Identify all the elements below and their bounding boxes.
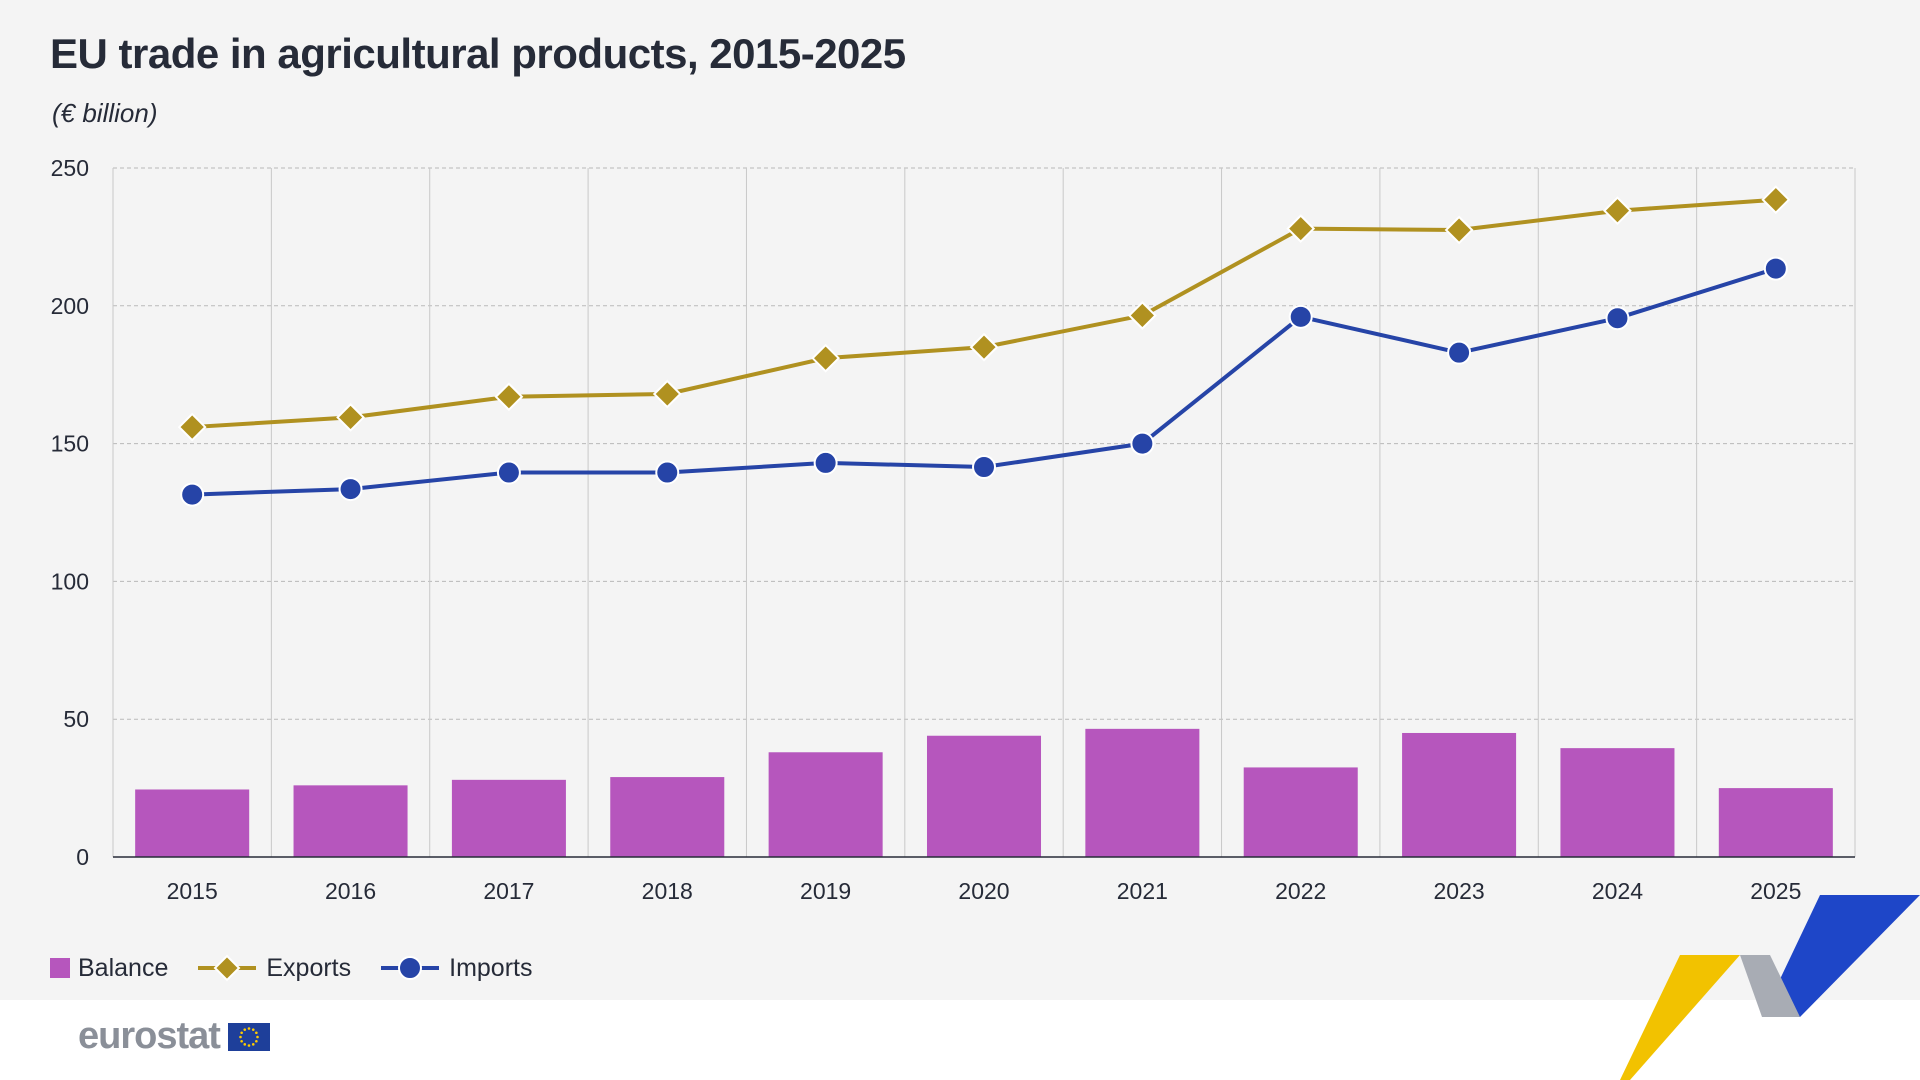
x-tick-label: 2018 bbox=[642, 878, 693, 904]
x-tick-label: 2025 bbox=[1750, 878, 1801, 904]
exports-point bbox=[1127, 301, 1157, 330]
x-tick-label: 2016 bbox=[325, 878, 376, 904]
chart-subtitle: (€ billion) bbox=[52, 98, 158, 128]
y-tick-label: 200 bbox=[51, 293, 89, 319]
imports-point bbox=[1763, 256, 1788, 281]
x-tick-label: 2020 bbox=[958, 878, 1009, 904]
y-tick-label: 0 bbox=[76, 844, 89, 870]
exports-point bbox=[1444, 215, 1474, 245]
x-tick-label: 2024 bbox=[1592, 878, 1643, 904]
balance-bar bbox=[1560, 748, 1675, 857]
legend-label-exports: Exports bbox=[266, 953, 352, 982]
x-tick-label: 2019 bbox=[800, 878, 851, 904]
flag-star bbox=[247, 1043, 251, 1047]
exports-point bbox=[494, 382, 524, 412]
eu-flag-icon bbox=[227, 1022, 270, 1051]
y-tick-label: 50 bbox=[63, 706, 89, 732]
flag-star bbox=[240, 1030, 243, 1034]
balance-bar bbox=[926, 735, 1042, 857]
decorative-ribbon bbox=[1620, 895, 1920, 1080]
imports-point bbox=[338, 477, 363, 502]
exports-point bbox=[811, 343, 841, 373]
balance-bar bbox=[1718, 788, 1833, 857]
balance-bar bbox=[293, 785, 408, 857]
imports-point bbox=[972, 455, 996, 480]
y-tick-label: 250 bbox=[51, 155, 89, 181]
imports-point bbox=[1130, 431, 1155, 456]
exports-point bbox=[1761, 185, 1791, 215]
imports-point bbox=[813, 450, 838, 475]
exports-swatch bbox=[198, 954, 257, 982]
x-tick-label: 2015 bbox=[167, 878, 218, 904]
flag-star bbox=[239, 1035, 242, 1038]
exports-point bbox=[969, 332, 999, 362]
flag-star bbox=[251, 1027, 255, 1031]
flag-star bbox=[254, 1030, 258, 1034]
legend-label-balance: Balance bbox=[78, 953, 169, 982]
flag-star bbox=[254, 1039, 258, 1043]
balance-bar bbox=[451, 779, 566, 857]
balance-bar bbox=[135, 789, 250, 857]
flag-star bbox=[256, 1035, 259, 1038]
flag-star bbox=[247, 1026, 251, 1030]
balance-bar bbox=[1402, 732, 1517, 857]
chart-title: EU trade in agricultural products, 2015-… bbox=[50, 30, 906, 77]
x-tick-label: 2022 bbox=[1275, 878, 1326, 904]
imports-point bbox=[180, 482, 205, 507]
imports-point bbox=[655, 460, 680, 485]
x-tick-label: 2023 bbox=[1434, 878, 1485, 904]
x-tick-label: 2017 bbox=[483, 878, 534, 904]
exports-point bbox=[1603, 196, 1632, 226]
exports-point bbox=[1286, 214, 1316, 244]
imports-swatch bbox=[381, 956, 440, 980]
exports-point bbox=[177, 412, 207, 442]
chart-legend: Balance Exports Imports bbox=[50, 948, 532, 988]
exports-point bbox=[652, 379, 682, 409]
legend-item-imports: Imports bbox=[379, 954, 532, 983]
exports-point bbox=[336, 403, 365, 432]
flag-star bbox=[240, 1039, 243, 1043]
chart-plot: 0 50 100 150 200 250 2015 2016 2017 2018 2019 2020 2… bbox=[51, 155, 1856, 904]
balance-bar bbox=[610, 777, 725, 857]
y-tick-label: 100 bbox=[51, 568, 89, 594]
balance-bar bbox=[1243, 767, 1358, 857]
imports-point bbox=[496, 460, 521, 485]
flag-star bbox=[243, 1042, 246, 1046]
logo-text: eurostat bbox=[78, 1015, 221, 1057]
eurostat-logo: eurostat bbox=[78, 1015, 270, 1058]
y-tick-label: 150 bbox=[51, 431, 89, 457]
flag-star bbox=[251, 1042, 255, 1046]
balance-bar bbox=[1085, 728, 1200, 857]
x-tick-label: 2021 bbox=[1117, 878, 1168, 904]
imports-point bbox=[1288, 304, 1313, 329]
legend-item-balance: Balance bbox=[50, 954, 168, 983]
balance-bar bbox=[768, 752, 883, 857]
imports-point bbox=[1605, 306, 1630, 331]
legend-item-exports: Exports bbox=[196, 954, 351, 983]
legend-label-imports: Imports bbox=[449, 953, 533, 982]
imports-point bbox=[1447, 340, 1472, 365]
flag-star bbox=[243, 1027, 246, 1031]
balance-swatch bbox=[50, 958, 70, 978]
